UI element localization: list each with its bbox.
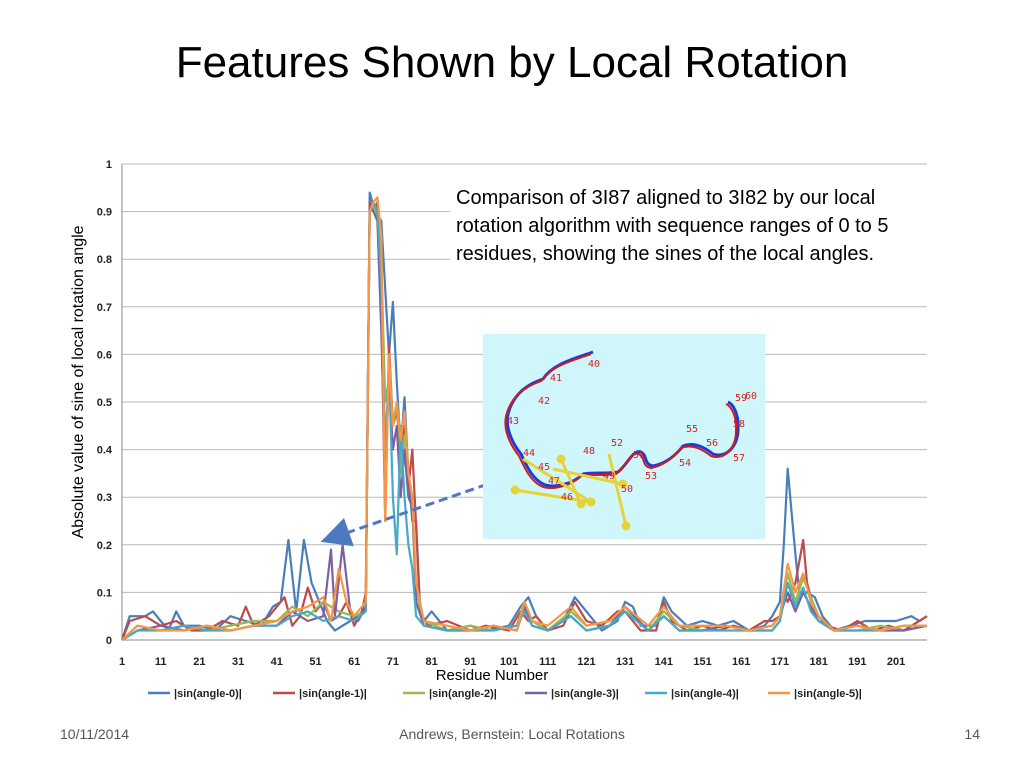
slide-title: Features Shown by Local Rotation	[175, 38, 849, 87]
residue-label: 40	[588, 359, 600, 370]
residue-label: 48	[583, 446, 595, 457]
footer-date: 10/11/2014	[60, 726, 130, 742]
residue-label: 59	[735, 393, 747, 404]
residue-label: 57	[733, 453, 745, 464]
chart-caption: Comparison of 3I87 aligned to 3I82 by ou…	[450, 182, 932, 270]
residue-label: 42	[538, 396, 550, 407]
x-tick-label: 141	[655, 656, 673, 668]
y-tick-label: 0.7	[97, 302, 112, 314]
legend-entry: |sin(angle-5)|	[794, 688, 862, 700]
chart-axes	[121, 164, 927, 641]
y-tick-label: 0.2	[97, 540, 112, 552]
legend-entry: |sin(angle-2)|	[429, 688, 497, 700]
residue-label: 45	[538, 462, 550, 473]
y-tick-label: 0.5	[97, 397, 112, 409]
footer-page-number: 14	[964, 726, 980, 742]
residue-label: 49	[603, 471, 615, 482]
x-tick-label: 31	[232, 656, 244, 668]
y-tick-label: 0.6	[97, 349, 112, 361]
chart-legend: |sin(angle-0)| |sin(angle-1)| |sin(angle-2…	[148, 688, 862, 700]
legend-entry: |sin(angle-4)|	[671, 688, 739, 700]
residue-label: 60	[745, 391, 757, 402]
y-tick-label: 0	[106, 635, 112, 647]
chart-series	[120, 191, 928, 641]
x-tick-label: 201	[887, 656, 905, 668]
residue-label: 41	[550, 373, 562, 384]
residue-label: 50	[621, 484, 633, 495]
x-tick-label: 41	[271, 656, 283, 668]
x-tick-label: 61	[348, 656, 360, 668]
y-tick-label: 0.1	[97, 587, 112, 599]
residue-label: 51	[633, 450, 645, 461]
residue-label: 56	[706, 438, 718, 449]
x-axis-label: Residue Number	[436, 667, 549, 684]
x-tick-label: 161	[732, 656, 750, 668]
residue-label: 58	[733, 419, 745, 430]
y-tick-label: 0.8	[97, 254, 112, 266]
residue-label: 47	[548, 476, 560, 487]
x-tick-label: 191	[848, 656, 866, 668]
y-tick-label: 0.9	[97, 207, 112, 219]
x-tick-labels: 1 11 21 31 41 51 61 71 81 91 101 111 121 131 141 151 161…	[119, 656, 905, 668]
x-tick-label: 151	[693, 656, 711, 668]
residue-label: 43	[507, 416, 519, 427]
residue-label: 54	[679, 458, 691, 469]
x-tick-label: 121	[577, 656, 595, 668]
legend-entry: |sin(angle-1)|	[299, 688, 367, 700]
y-tick-label: 0.4	[97, 445, 113, 457]
series-line-5	[121, 196, 927, 641]
residue-label: 46	[561, 492, 573, 503]
legend-entry: |sin(angle-0)|	[174, 688, 242, 700]
x-tick-label: 181	[809, 656, 827, 668]
residue-label: 55	[686, 424, 698, 435]
residue-label: 52	[611, 438, 623, 449]
x-tick-label: 101	[500, 656, 518, 668]
structure-inset-image: 40 41 42 43 44 45 46 47 48 49 50 51 52 53 54 55 56 57 58 59…	[483, 334, 765, 539]
x-tick-label: 131	[616, 656, 634, 668]
y-axis-label: Absolute value of sine of local rotation…	[70, 225, 87, 538]
x-tick-label: 171	[771, 656, 789, 668]
protein-backbone-trace: 4041424344454647484950515253545556575859…	[504, 350, 757, 531]
x-tick-label: 21	[193, 656, 205, 668]
residue-label: 53	[645, 471, 657, 482]
x-tick-label: 51	[309, 656, 321, 668]
x-tick-label: 81	[425, 656, 437, 668]
y-tick-label: 0.3	[97, 492, 112, 504]
legend-entry: |sin(angle-3)|	[551, 688, 619, 700]
footer-author: Andrews, Bernstein: Local Rotations	[399, 726, 625, 742]
y-tick-label: 1	[106, 159, 112, 171]
residue-label: 44	[523, 448, 535, 459]
x-tick-label: 1	[119, 656, 125, 668]
series-line-4	[121, 201, 927, 641]
x-tick-label: 91	[464, 656, 476, 668]
y-tick-labels: 0 0.1 0.2 0.3 0.4 0.5 0.6 0.7 0.8 0.9 1	[97, 159, 113, 647]
x-tick-label: 11	[155, 656, 167, 668]
x-tick-label: 111	[539, 656, 556, 668]
x-tick-label: 71	[387, 656, 399, 668]
